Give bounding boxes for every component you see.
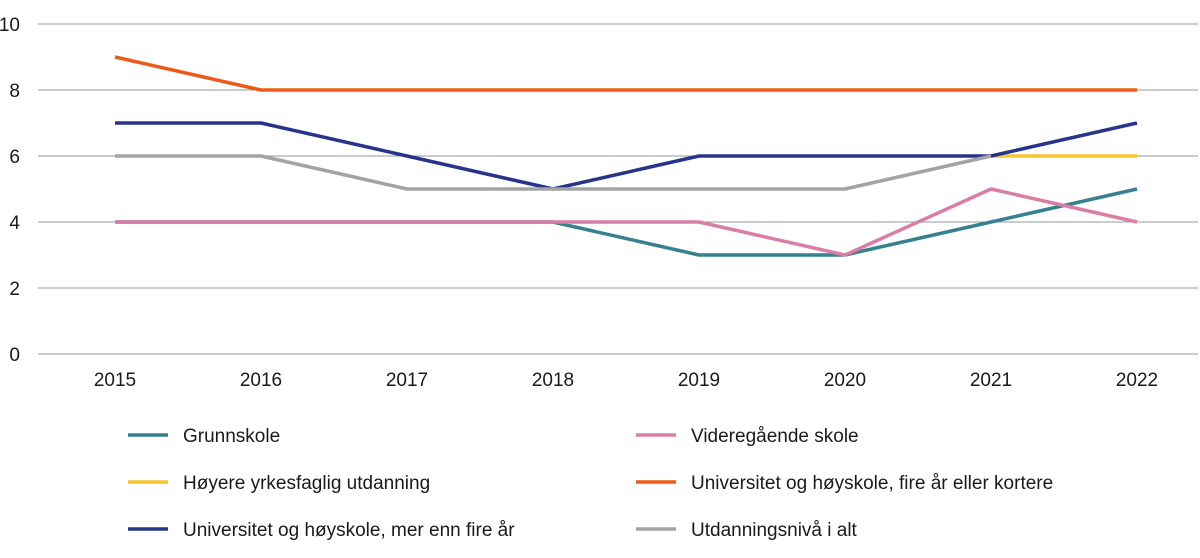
legend-item: Høyere yrkesfaglig utdanning — [128, 473, 430, 494]
y-tick-label: 8 — [9, 81, 20, 102]
legend-label: Universitet og høyskole, mer enn fire år — [183, 520, 515, 541]
legend-item: Grunnskole — [128, 426, 280, 447]
legend-item: Videregående skole — [636, 426, 859, 447]
series-line-1 — [115, 187, 1138, 257]
x-tick-label: 2019 — [678, 370, 720, 391]
legend-label: Videregående skole — [691, 426, 859, 447]
legend-label: Høyere yrkesfaglig utdanning — [183, 473, 430, 494]
y-tick-label: 10 — [0, 15, 20, 36]
legend-label: Universitet og høyskole, fire år eller k… — [691, 473, 1053, 494]
series-lines — [114, 55, 1138, 257]
legend-item: Universitet og høyskole, fire år eller k… — [636, 473, 1053, 494]
series-line-4 — [115, 121, 1138, 191]
series-line-5 — [115, 154, 992, 191]
series-line-3 — [114, 55, 1137, 92]
x-tick-label: 2022 — [1116, 370, 1158, 391]
y-tick-label: 2 — [9, 279, 20, 300]
legend-label: Utdanningsnivå i alt — [691, 520, 858, 541]
y-tick-label: 6 — [9, 147, 20, 168]
x-tick-label: 2021 — [970, 370, 1012, 391]
legend-item: Utdanningsnivå i alt — [636, 520, 858, 541]
y-axis-ticks: 0 2 4 6 8 10 — [0, 15, 20, 366]
x-tick-label: 2015 — [94, 370, 136, 391]
x-tick-label: 2016 — [240, 370, 282, 391]
legend-label: Grunnskole — [183, 426, 280, 447]
x-axis-ticks: 2015 2016 2017 2018 2019 2020 2021 2022 — [94, 370, 1158, 391]
y-tick-label: 4 — [9, 213, 20, 234]
x-tick-label: 2020 — [824, 370, 866, 391]
legend: Grunnskole Videregående skole Høyere yrkes… — [128, 426, 1053, 541]
legend-item: Universitet og høyskole, mer enn fire år — [128, 520, 515, 541]
y-tick-label: 0 — [9, 345, 20, 366]
x-tick-label: 2018 — [532, 370, 574, 391]
x-tick-label: 2017 — [386, 370, 428, 391]
